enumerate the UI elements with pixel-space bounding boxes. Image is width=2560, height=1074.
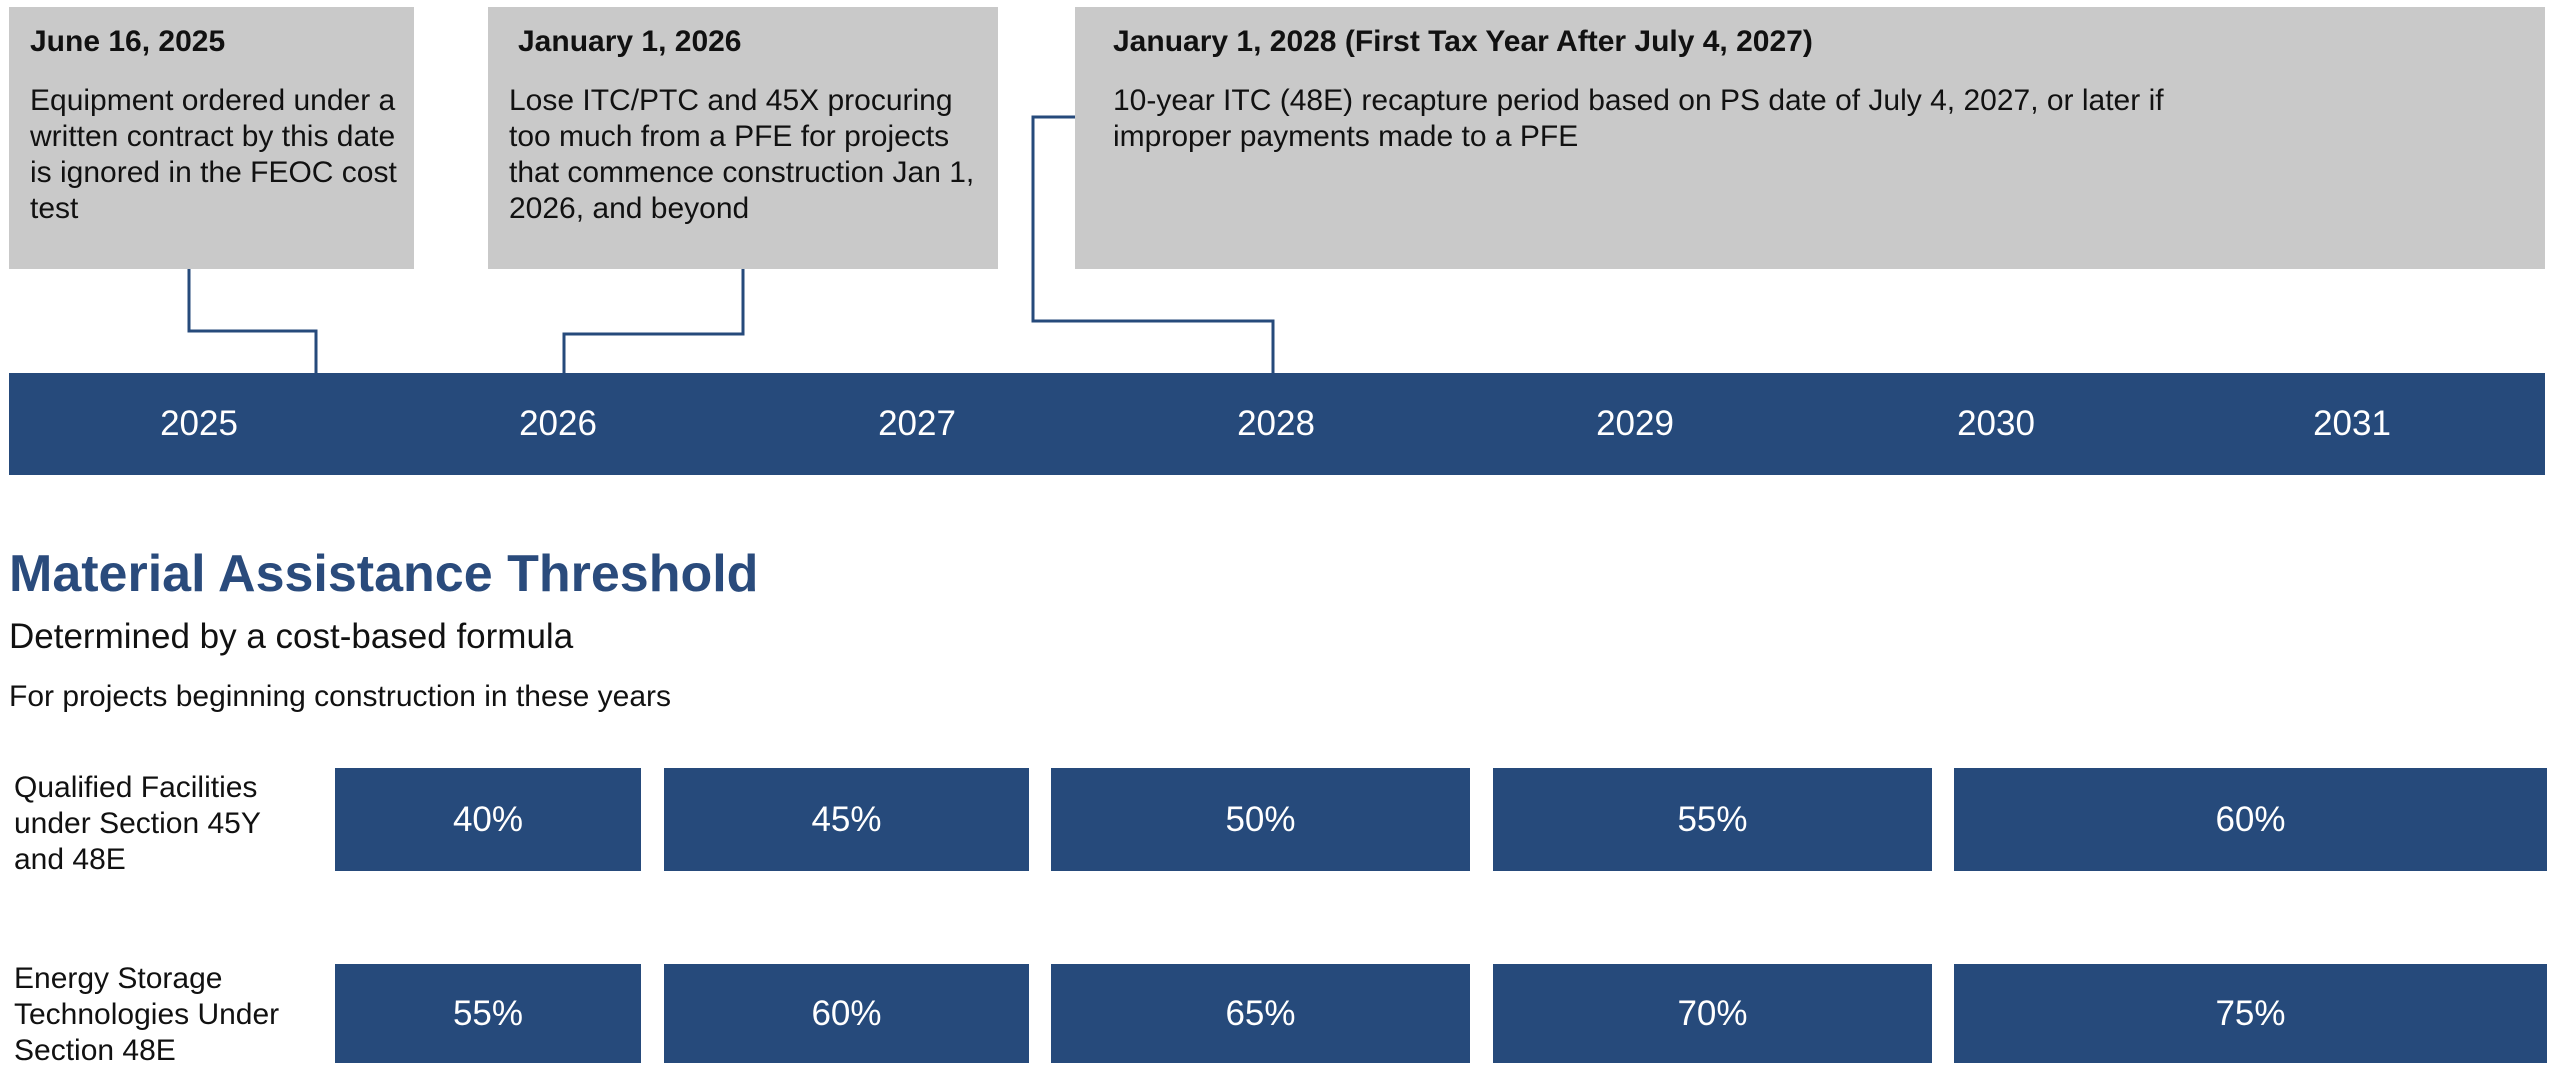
section-subtitle: Determined by a cost-based formula <box>9 617 574 656</box>
callout-jan-2026: January 1, 2026 Lose ITC/PTC and 45X pro… <box>488 7 998 269</box>
threshold-cell: 65% <box>1051 964 1470 1063</box>
year-label: 2030 <box>1957 404 2035 443</box>
threshold-cell: 70% <box>1493 964 1932 1063</box>
section-note: For projects beginning construction in t… <box>9 680 672 713</box>
connector-jan-2026 <box>562 269 745 373</box>
year-label: 2026 <box>519 404 597 443</box>
threshold-cell: 55% <box>1493 768 1932 871</box>
threshold-cell: 55% <box>335 964 641 1063</box>
year-label: 2031 <box>2313 404 2391 443</box>
callout-text: Lose ITC/PTC and 45X procuring too much … <box>509 84 975 225</box>
threshold-cell: 75% <box>1954 964 2547 1063</box>
callout-text: 10-year ITC (48E) recapture period based… <box>1113 84 2164 153</box>
callout-text: Equipment ordered under a written contra… <box>30 84 397 225</box>
callout-jan-2028: January 1, 2028 (First Tax Year After Ju… <box>1075 7 2545 269</box>
callout-date: January 1, 2028 (First Tax Year After Ju… <box>1113 25 1813 58</box>
row-label-qualified-facilities: Qualified Facilities under Section 45Y a… <box>14 771 261 876</box>
section-title: Material Assistance Threshold <box>9 545 759 603</box>
threshold-cell: 40% <box>335 768 641 871</box>
threshold-cell: 45% <box>664 768 1029 871</box>
threshold-cell: 60% <box>664 964 1029 1063</box>
callout-date: June 16, 2025 <box>30 25 226 58</box>
timeline-bar: 2025 2026 2027 2028 2029 2030 2031 <box>9 373 2545 475</box>
year-label: 2025 <box>160 404 238 443</box>
callout-date: January 1, 2026 <box>518 25 742 58</box>
callout-june-2025: June 16, 2025 Equipment ordered under a … <box>9 7 414 269</box>
threshold-cell: 50% <box>1051 768 1470 871</box>
row-label-energy-storage: Energy Storage Technologies Under Sectio… <box>14 962 280 1067</box>
threshold-cell: 60% <box>1954 768 2547 871</box>
connector-june-2025 <box>187 269 318 373</box>
year-label: 2027 <box>878 404 956 443</box>
year-label: 2028 <box>1237 404 1315 443</box>
year-label: 2029 <box>1596 404 1674 443</box>
